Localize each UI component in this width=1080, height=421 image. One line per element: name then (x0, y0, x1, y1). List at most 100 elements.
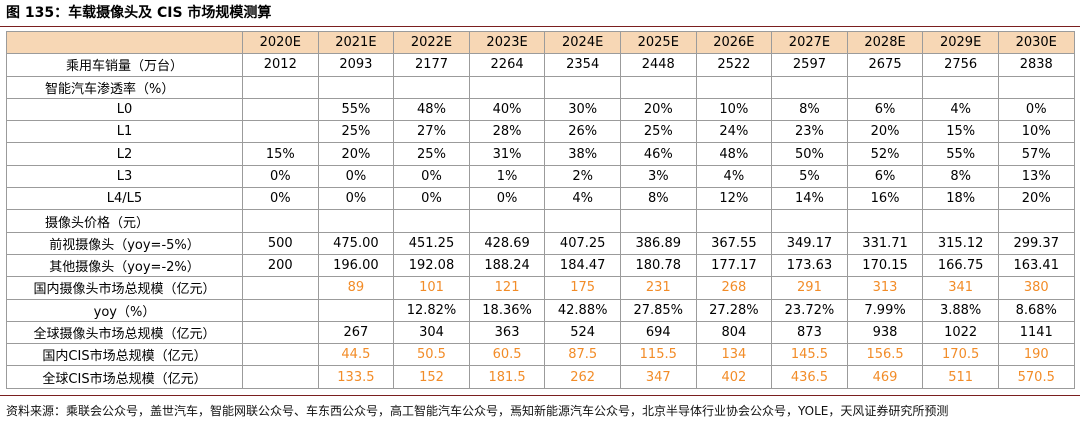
table-cell: 2448 (619, 53, 697, 77)
table-row: 国内CIS市场总规模（亿元） 44.5 50.5 60.5 87.5 115.5 134 14… (6, 343, 1075, 367)
row-label: 全球CIS市场总规模（亿元） (6, 365, 243, 389)
table-cell (544, 75, 621, 99)
table-cell: 2093 (317, 53, 395, 77)
source-note: 资料来源：乘联会公众号，盖世汽车，智能网联公众号、车东西公众号，高工智能汽车公众… (0, 394, 1080, 421)
table-cell: 268 (695, 276, 773, 300)
table-cell: 2264 (468, 53, 546, 77)
table-cell: 181.5 (468, 365, 546, 389)
year-header: 2022E (393, 30, 470, 55)
header-corner (6, 30, 243, 55)
table-cell: 4% (695, 164, 773, 189)
table-cell: 57% (997, 142, 1075, 166)
table-cell: 42.88% (544, 298, 621, 322)
table-cell: 55% (922, 142, 999, 166)
year-header: 2026E (695, 30, 773, 55)
row-label: 全球摄像头市场总规模（亿元） (6, 320, 243, 345)
table-cell: 20% (317, 142, 395, 166)
table-cell: 570.5 (997, 365, 1075, 389)
table-cell (242, 320, 319, 345)
table-cell: 0% (393, 187, 470, 211)
table-cell: 152 (393, 365, 470, 389)
table-cell: 25% (619, 120, 697, 144)
table-cell: 26% (544, 120, 621, 144)
table-cell: 231 (619, 276, 697, 300)
table-cell: 0% (242, 164, 319, 189)
table-cell (242, 97, 319, 122)
table-cell: 313 (846, 276, 924, 300)
table-cell: 428.69 (468, 231, 546, 255)
table-cell: 12.82% (393, 298, 470, 322)
table-cell: 20% (619, 97, 697, 122)
table-cell: 27% (393, 120, 470, 144)
table-cell: 200 (242, 253, 319, 278)
header-row: 2020E 2021E 2022E 2023E 2024E 2025E 2026… (6, 30, 1075, 55)
table-cell: 38% (544, 142, 621, 166)
figure-title: 图 135：车载摄像头及 CIS 市场规模测算 (0, 0, 1080, 27)
table-cell: 101 (393, 276, 470, 300)
table-row: 全球CIS市场总规模（亿元） 133.5 152 181.5 262 347 402 436.… (6, 365, 1075, 389)
row-label: L0 (6, 97, 243, 122)
table-cell (619, 75, 697, 99)
table-cell (317, 75, 395, 99)
table-row: 智能汽车渗透率（%） (6, 75, 1075, 99)
table-cell: 380 (997, 276, 1075, 300)
table-cell (317, 298, 395, 322)
market-table: 2020E 2021E 2022E 2023E 2024E 2025E 2026… (6, 30, 1075, 389)
table-cell: 436.5 (771, 365, 848, 389)
table-cell: 469 (846, 365, 924, 389)
row-label: 智能汽车渗透率（%） (6, 75, 243, 99)
table-cell: 177.17 (695, 253, 773, 278)
table-cell: 28% (468, 120, 546, 144)
table-cell (544, 209, 621, 233)
table-cell: 18.36% (468, 298, 546, 322)
table-cell: 121 (468, 276, 546, 300)
table-cell: 16% (846, 187, 924, 211)
table-cell: 341 (922, 276, 999, 300)
table-cell: 299.37 (997, 231, 1075, 255)
row-label: L4/L5 (6, 187, 243, 211)
year-header: 2028E (846, 30, 924, 55)
table-cell: 524 (544, 320, 621, 345)
table-cell: 4% (922, 97, 999, 122)
table-cell: 52% (846, 142, 924, 166)
table-cell: 180.78 (619, 253, 697, 278)
table-cell: 500 (242, 231, 319, 255)
table-cell: 46% (619, 142, 697, 166)
table-cell: 0% (317, 164, 395, 189)
table-row: 其他摄像头（yoy=-2%） 200 196.00 192.08 188.24 184.4… (6, 253, 1075, 278)
table-cell (846, 209, 924, 233)
table-cell: 166.75 (922, 253, 999, 278)
table-row: L1 25% 27% 28% 26% 25% 24% 23% 20% 15% 10% (6, 120, 1075, 144)
table-cell: 25% (393, 142, 470, 166)
table-cell: 20% (846, 120, 924, 144)
table-cell: 8% (771, 97, 848, 122)
table-cell: 0% (468, 187, 546, 211)
row-label: yoy（%） (6, 298, 243, 322)
table-cell: 44.5 (317, 343, 395, 367)
table-cell (997, 75, 1075, 99)
table-cell: 196.00 (317, 253, 395, 278)
table-cell: 2012 (242, 53, 319, 77)
table-cell: 60.5 (468, 343, 546, 367)
table-cell: 163.41 (997, 253, 1075, 278)
table-cell: 175 (544, 276, 621, 300)
table-cell (393, 75, 470, 99)
year-header: 2021E (317, 30, 395, 55)
table-cell (242, 298, 319, 322)
table-cell: 48% (695, 142, 773, 166)
table-cell: 89 (317, 276, 395, 300)
table-cell: 134 (695, 343, 773, 367)
row-label: L2 (6, 142, 243, 166)
table-cell (695, 75, 773, 99)
row-label: 国内CIS市场总规模（亿元） (6, 343, 243, 367)
table-row: 国内摄像头市场总规模（亿元） 89 101 121 175 231 268 291 313 341… (6, 276, 1075, 300)
table-cell: 133.5 (317, 365, 395, 389)
table-row: L0 55% 48% 40% 30% 20% 10% 8% 6% 4% 0% (6, 97, 1075, 122)
table-cell: 2675 (846, 53, 924, 77)
table-cell: 20% (997, 187, 1075, 211)
table-cell: 188.24 (468, 253, 546, 278)
table-cell: 31% (468, 142, 546, 166)
table-cell: 1141 (997, 320, 1075, 345)
table-cell: 23.72% (771, 298, 848, 322)
table-cell: 451.25 (393, 231, 470, 255)
